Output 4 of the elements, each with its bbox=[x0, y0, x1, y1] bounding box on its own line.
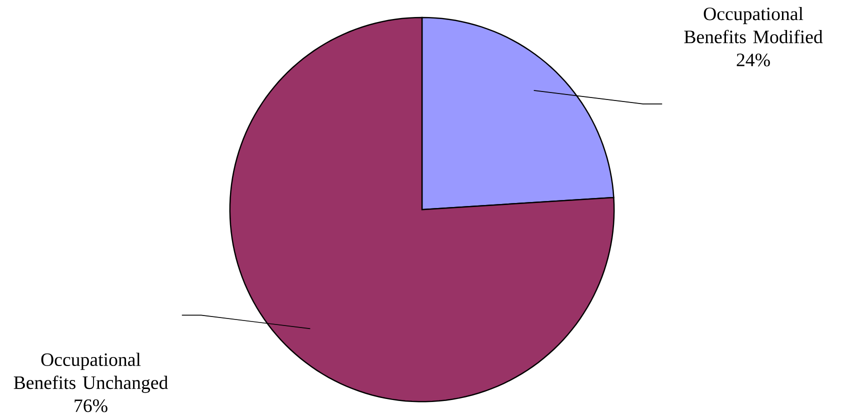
slice-label: Occupational Benefits Modified bbox=[684, 6, 823, 44]
data-label: 76% bbox=[74, 399, 108, 412]
data-label: 24% bbox=[736, 54, 770, 66]
slice-label: Occupational Benefits Unchanged bbox=[14, 352, 168, 393]
